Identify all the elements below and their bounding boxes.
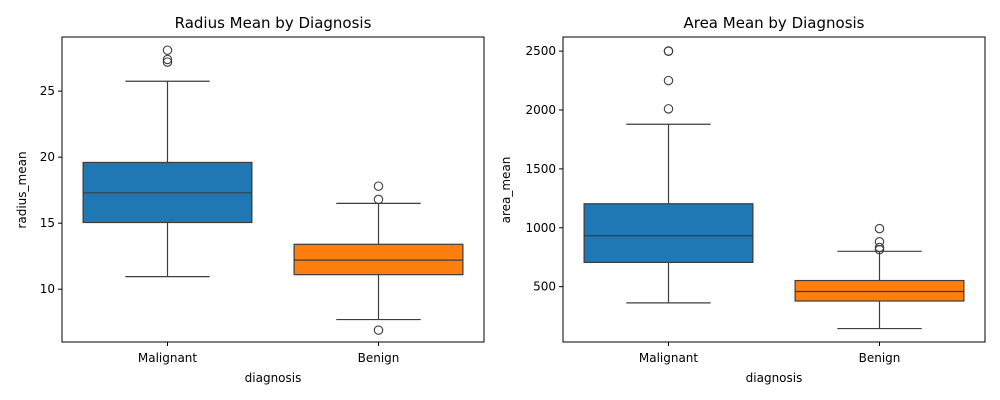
y-tick-label: 20 — [40, 150, 55, 164]
axes-frame — [61, 36, 485, 343]
outlier-point — [162, 57, 173, 67]
y-tick-label: 1000 — [525, 221, 556, 235]
y-tick-label: 2000 — [525, 103, 556, 117]
plot-area: 10 15 20 25 Malignant Benign — [40, 36, 485, 365]
y-axis-label: area_mean — [499, 157, 513, 224]
radius-mean-panel: Radius Mean by Diagnosis diagnosis radiu… — [15, 14, 485, 385]
plot-area: 500 1000 1500 2000 2500 Malignant Benign — [525, 36, 986, 365]
box-malignant — [82, 45, 253, 278]
x-tick-label: Malignant — [138, 351, 198, 365]
outlier-point — [663, 46, 674, 56]
outlier-point — [162, 54, 173, 65]
x-tick-label: Malignant — [639, 351, 699, 365]
box-benign — [293, 181, 464, 335]
chart-title: Area Mean by Diagnosis — [683, 14, 864, 32]
outlier-point — [373, 181, 384, 191]
outlier-point — [874, 223, 885, 234]
x-tick-label: Benign — [859, 351, 901, 365]
x-axis-label: diagnosis — [746, 371, 803, 385]
iqr-box — [583, 203, 754, 263]
axes-frame — [562, 36, 986, 343]
y-tick-label: 10 — [40, 282, 55, 296]
area-mean-panel: Area Mean by Diagnosis diagnosis area_me… — [499, 14, 986, 385]
y-tick-label: 25 — [40, 84, 55, 98]
x-tick-label: Benign — [358, 351, 400, 365]
y-axis-label: radius_mean — [15, 151, 29, 228]
y-tick-label: 500 — [533, 280, 556, 294]
outlier-point — [373, 194, 384, 205]
outlier-point — [874, 237, 885, 247]
box-benign — [794, 223, 965, 330]
iqr-box — [293, 243, 464, 276]
outlier-point — [874, 242, 885, 253]
outlier-point — [663, 104, 674, 114]
chart-title: Radius Mean by Diagnosis — [175, 14, 372, 32]
outlier-point — [663, 75, 674, 86]
y-tick-label: 1500 — [525, 162, 556, 176]
box-malignant — [583, 46, 754, 304]
outlier-point — [162, 45, 173, 55]
y-tick-label: 2500 — [525, 44, 556, 58]
y-tick-label: 15 — [40, 216, 55, 230]
outlier-point — [373, 325, 384, 335]
iqr-box — [794, 279, 965, 302]
x-axis-label: diagnosis — [245, 371, 302, 385]
